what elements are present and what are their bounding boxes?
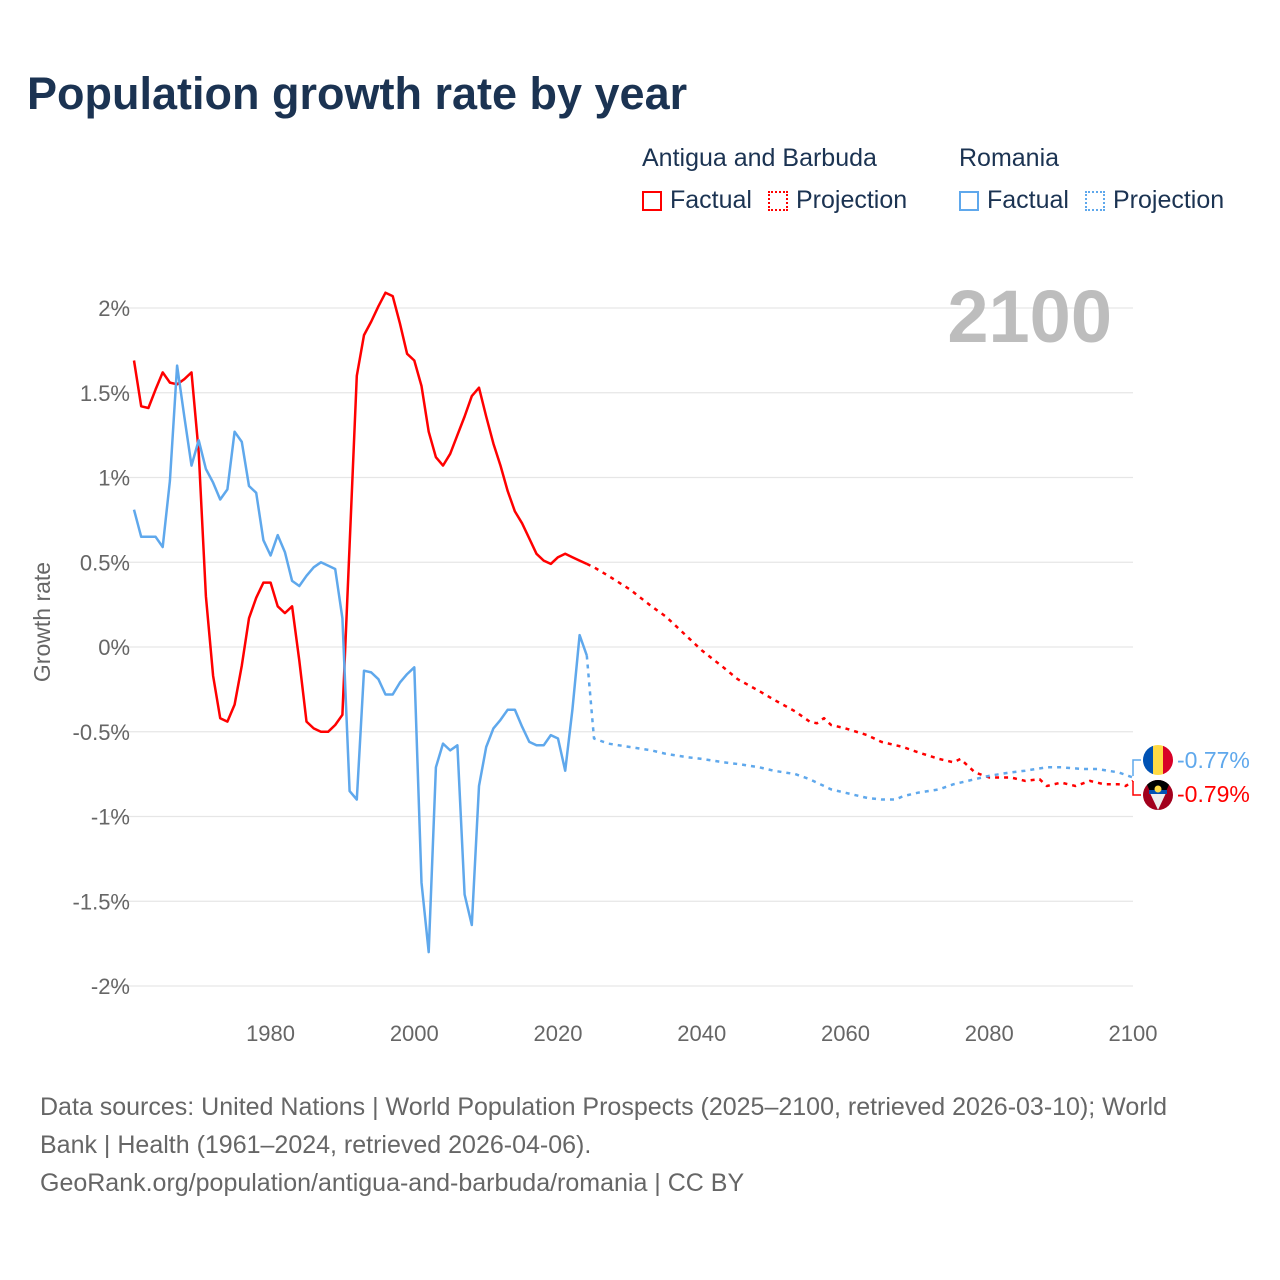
footer-line-2: Bank | Health (1961–2024, retrieved 2026… [40,1131,592,1159]
footer-line-3[interactable]: GeoRank.org/population/antigua-and-barbu… [40,1169,745,1197]
legend-country-antigua: Antigua and Barbuda [642,144,877,172]
x-tick-label: 2100 [1109,1021,1158,1046]
romania-end-connector [1132,759,1141,776]
antigua-end-value: -0.79% [1177,781,1250,807]
x-tick-label: 2020 [534,1021,583,1046]
antigua-end-connector [1132,781,1141,796]
x-tick-label: 1980 [246,1021,295,1046]
romania-end-value: -0.77% [1177,747,1250,773]
y-tick-label: -1.5% [73,889,130,914]
x-tick-label: 2060 [821,1021,870,1046]
y-axis-label: Growth rate [29,562,55,682]
legend-label-factual[interactable]: Factual [670,186,752,214]
y-tick-label: -1% [91,805,130,830]
legend-label-factual[interactable]: Factual [987,186,1069,214]
y-tick-label: -0.5% [73,720,130,745]
legend-label-projection[interactable]: Projection [1112,186,1225,214]
y-tick-label: -2% [91,974,130,999]
legend-antigua: Antigua and Barbuda Factual Projection [642,144,923,215]
romania-projection-line [585,655,1134,801]
y-tick-label: 0.5% [80,550,130,575]
x-tick-label: 2040 [677,1021,726,1046]
legend-swatch-antigua-projection [767,190,788,211]
y-tick-label: 1.5% [80,381,130,406]
x-tick-label: 2080 [965,1021,1014,1046]
footer-line-1: Data sources: United Nations | World Pop… [40,1093,1168,1121]
legend-swatch-antigua-factual [642,190,662,211]
year-label: 2100 [947,275,1112,358]
y-tick-label: 0% [98,635,130,660]
legend-swatch-romania-projection [1084,190,1105,211]
legend-romania: Romania Factual Projection [959,144,1240,215]
legend-label-projection[interactable]: Projection [795,186,908,214]
x-tick-label: 2000 [390,1021,439,1046]
antigua-and-barbuda-factual-line [132,291,588,734]
y-tick-label: 1% [98,466,130,491]
y-tick-label: 2% [98,296,130,321]
legend-country-romania: Romania [959,144,1060,172]
romania-flag-icon [1143,745,1173,775]
legend-swatch-romania-factual [959,190,979,211]
antigua-flag-icon [1143,780,1173,810]
antigua-and-barbuda-projection-line [586,562,1134,788]
line-chart: 2% 1.5% 1% 0.5% 0% -0.5% -1% -1.5% -2% 1980 2000 20… [29,275,1250,1046]
chart-title: Population growth rate by year [27,68,688,119]
footer-source: Data sources: United Nations | World Pop… [40,1088,1240,1202]
romania-factual-line [132,364,588,954]
